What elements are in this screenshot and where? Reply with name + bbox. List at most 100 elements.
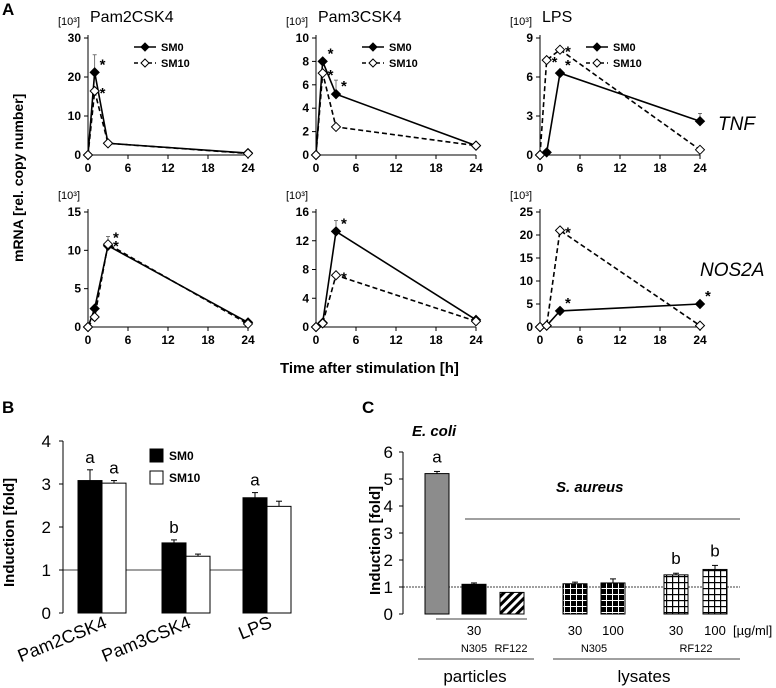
y-tick-label: 12 [296, 234, 310, 248]
significance-star: * [565, 44, 571, 61]
plot-title: Pam3CSK4 [318, 9, 402, 26]
data-point-SM10 [534, 149, 546, 161]
y-tick-label: 0 [526, 320, 533, 334]
y-tick-label: 5 [74, 282, 81, 296]
data-point-SM0 [694, 298, 706, 310]
y-tick-label: 8 [302, 54, 309, 68]
x-tick-label: 12 [389, 333, 403, 347]
x-tick-label: 6 [125, 333, 132, 347]
x-tick-label: 6 [353, 161, 360, 175]
bar [600, 582, 626, 615]
panel-label-b: B [2, 398, 14, 417]
significance-star: * [113, 238, 119, 255]
line-plot-a-nos2a-pam3: [10³] 0 4 8 12 16 0 6 12 18 24 * * [286, 190, 483, 347]
y-tick-label: 5 [384, 470, 393, 489]
bar [499, 591, 525, 615]
gene-label-nos2a: NOS2A [700, 260, 764, 281]
significance-star: * [328, 67, 334, 84]
data-point-SM10 [554, 44, 566, 55]
rf122a: RF122 [494, 643, 527, 655]
data-point-SM0 [330, 88, 342, 100]
x-tick-label: 24 [469, 161, 483, 175]
significance-letter: a [109, 459, 119, 478]
t30a: 30 [467, 623, 481, 638]
significance-star: * [100, 85, 106, 102]
legend-label: SM10 [161, 58, 190, 70]
y-tick-label: 0 [74, 320, 81, 334]
significance-star: * [552, 54, 558, 71]
x-tick-label: 12 [161, 333, 175, 347]
data-point-SM0 [330, 226, 342, 237]
y-tick-label: 4 [302, 101, 309, 115]
data-point-SM10 [242, 148, 254, 159]
data-point-SM10 [470, 316, 482, 327]
panel-label-c: C [362, 398, 374, 417]
data-point-SM0 [317, 56, 328, 67]
y-tick-label: 2 [42, 518, 51, 537]
bar [702, 568, 728, 615]
group-label-particles: particles [443, 667, 506, 686]
significance-letter: b [671, 549, 680, 568]
significance-letter: b [169, 518, 178, 537]
legend-label: SM0 [389, 42, 412, 54]
data-point-SM10 [82, 149, 94, 161]
x-tick-label: 18 [201, 333, 215, 347]
y-tick-label: 8 [302, 263, 309, 277]
plot-title: Pam2CSK4 [90, 9, 174, 26]
x-tick-label: 18 [653, 333, 667, 347]
significance-star: * [565, 224, 571, 241]
x-tick-label: 12 [161, 161, 175, 175]
data-point-SM10 [89, 311, 100, 323]
data-point-SM0 [89, 67, 100, 78]
x-tick-label: 18 [429, 333, 443, 347]
legend-marker [140, 58, 150, 68]
significance-star: * [113, 230, 119, 247]
data-point-SM10 [330, 121, 342, 133]
significance-star: * [341, 269, 347, 286]
x-tick-label: 0 [537, 161, 544, 175]
unit-label: [10³] [510, 190, 532, 202]
significance-star: * [705, 288, 711, 305]
bar [461, 583, 487, 615]
y-tick-label: 6 [302, 78, 309, 92]
series-line-SM0 [539, 303, 701, 328]
significance-star: * [565, 295, 571, 312]
x-tick-label: 24 [241, 333, 255, 347]
legend-label: SM10 [169, 471, 201, 485]
title-saureus: S. aureus [556, 479, 624, 496]
y-tick-label: 10 [296, 31, 310, 45]
gene-label-tnf: TNF [718, 114, 756, 135]
line-plot-a-nos2a-lps: [10³] 0 5 10 15 20 25 0 6 12 18 24 * * * [510, 190, 711, 347]
y-axis-label: Induction [fold] [1, 478, 18, 587]
x-tick-label: 0 [85, 333, 92, 347]
legend-label: SM0 [169, 449, 194, 463]
data-point-SM10 [310, 149, 322, 161]
data-point-SM0 [89, 303, 100, 314]
series-line-SM0 [315, 61, 477, 156]
unit-label: [10³] [286, 16, 308, 28]
data-point-SM10 [541, 54, 552, 66]
data-point-SM10 [317, 318, 328, 329]
x-tick-label: 12 [613, 161, 627, 175]
y-tick-label: 3 [384, 524, 393, 543]
y-tick-label: 9 [526, 31, 533, 45]
x-tick-label: 24 [693, 333, 707, 347]
y-tick-label: 15 [68, 205, 82, 219]
y-tick-label: 10 [520, 274, 534, 288]
x-tick-label: 18 [653, 161, 667, 175]
x-tick-label: 24 [469, 333, 483, 347]
t100a: 100 [602, 623, 624, 638]
legend-label: SM10 [613, 58, 642, 70]
data-point-SM10 [541, 320, 552, 331]
data-point-SM0 [554, 67, 566, 79]
data-point-SM10 [82, 321, 94, 333]
bar-SM10 [101, 482, 127, 614]
bar [424, 473, 450, 615]
bar-SM10 [185, 555, 211, 614]
data-point-SM10 [554, 225, 566, 236]
x-tick-label: 12 [389, 161, 403, 175]
data-point-SM0 [694, 115, 706, 127]
x-tick-label: 6 [577, 161, 584, 175]
bar [562, 583, 588, 615]
